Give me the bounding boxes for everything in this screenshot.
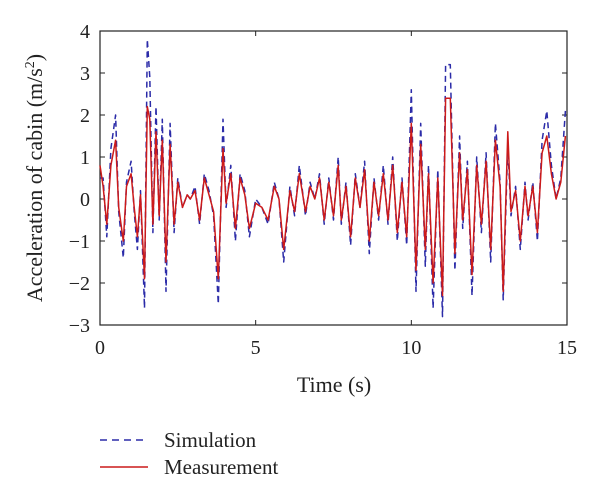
- series-line-simulation: [100, 38, 567, 318]
- y-axis-ticks: −3 −2 −1 0 1 2 3 4: [69, 21, 567, 337]
- y-tick-label: 2: [80, 105, 90, 127]
- legend-measurement-label: Measurement: [164, 455, 278, 479]
- legend: Simulation Measurement: [100, 428, 278, 479]
- y-tick-label: −3: [69, 315, 90, 337]
- y-tick-label: 4: [80, 21, 90, 43]
- y-tick-label: −2: [69, 273, 90, 295]
- x-tick-label: 5: [251, 337, 261, 359]
- y-axis-title-superscript: 2: [23, 61, 38, 68]
- x-axis-ticks: 0 5 10 15: [95, 31, 577, 359]
- x-tick-label: 15: [557, 337, 577, 359]
- series-line-measurement: [99, 97, 567, 297]
- y-tick-label: 3: [80, 63, 90, 85]
- x-axis-title: Time (s): [297, 372, 371, 397]
- legend-simulation-label: Simulation: [164, 428, 257, 452]
- y-axis-title-close: ): [22, 54, 47, 61]
- y-axis-title: Acceleration of cabin (m/s2): [22, 54, 47, 302]
- x-tick-label: 0: [95, 337, 105, 359]
- series-lines: [99, 38, 567, 318]
- plot-area: [99, 30, 568, 326]
- y-axis-title-main: Acceleration of cabin (m/s: [22, 68, 47, 302]
- y-tick-label: 0: [80, 189, 90, 211]
- y-tick-label: 1: [80, 147, 90, 169]
- y-tick-label: −1: [69, 231, 90, 253]
- x-tick-label: 10: [401, 337, 421, 359]
